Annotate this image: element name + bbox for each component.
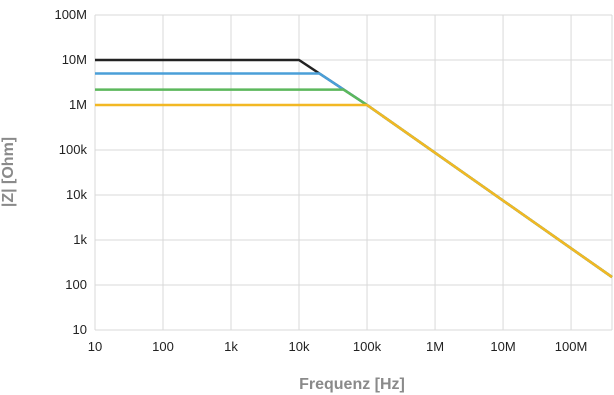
x-axis-title: Frequenz [Hz]: [299, 376, 405, 393]
y-tick-label: 100: [65, 277, 87, 292]
y-axis-title: |Z| [Ohm]: [0, 137, 17, 207]
series-line-4: [95, 103, 613, 279]
y-tick-label: 100k: [59, 142, 88, 157]
x-tick-label: 1k: [224, 339, 238, 354]
series-line-1: [95, 58, 613, 279]
x-axis-ticks: 10 100 1k 10k 100k 1M 10M 100M: [88, 339, 588, 354]
y-tick-label: 1M: [69, 97, 87, 112]
y-tick-label: 10: [73, 322, 87, 337]
x-tick-label: 10: [88, 339, 102, 354]
x-tick-label: 100: [152, 339, 174, 354]
x-tick-label: 10M: [490, 339, 515, 354]
y-axis-ticks: 10 100 1k 10k 100k 1M 10M 100M: [54, 7, 87, 337]
x-tick-label: 1M: [426, 339, 444, 354]
grid: [94, 14, 613, 331]
y-tick-label: 1k: [73, 232, 87, 247]
series-line-3: [95, 88, 613, 279]
x-tick-label: 10k: [289, 339, 310, 354]
x-tick-label: 100k: [353, 339, 382, 354]
y-tick-label: 10k: [66, 187, 87, 202]
y-tick-label: 10M: [62, 52, 87, 67]
series-group: [95, 58, 613, 279]
y-tick-label: 100M: [54, 7, 87, 22]
x-tick-label: 100M: [555, 339, 588, 354]
